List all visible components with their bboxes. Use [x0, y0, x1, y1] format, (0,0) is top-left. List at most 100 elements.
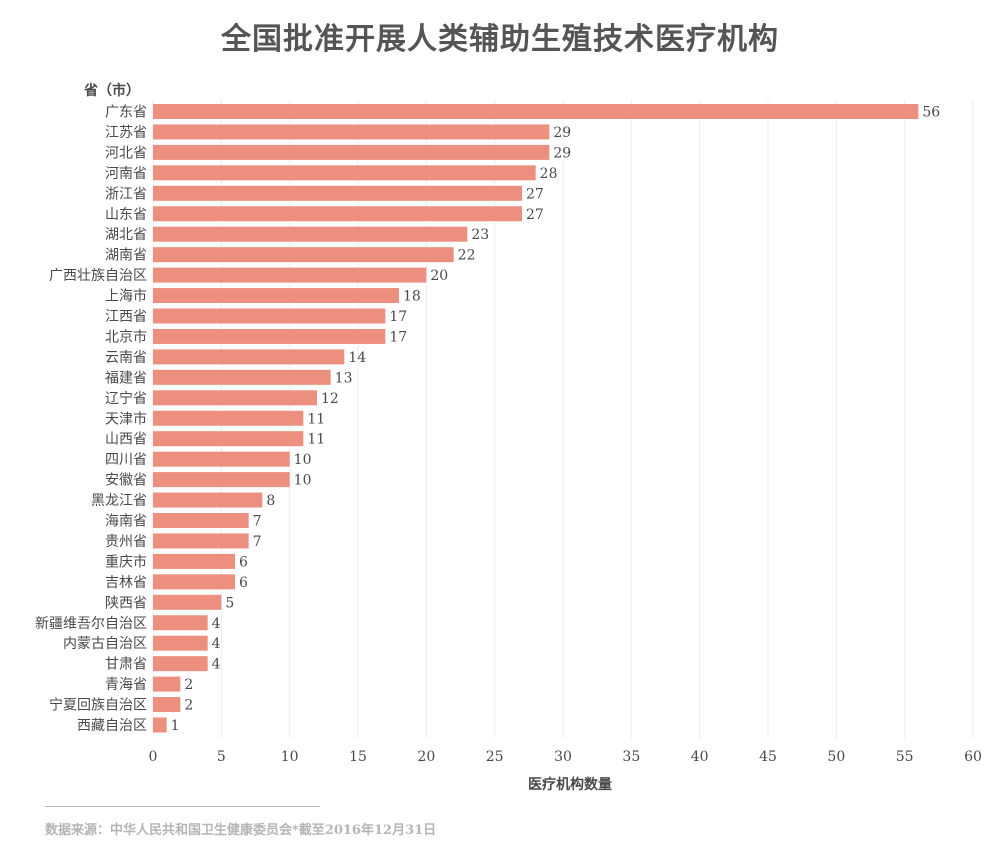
- x-axis-ticks: 0 5 10 15 20 25 30 35 40 45 50 55 60: [149, 749, 982, 765]
- bar: [153, 615, 208, 631]
- bar: [153, 717, 167, 733]
- category-label: 广东省: [105, 105, 147, 121]
- value-label: 6: [239, 575, 248, 591]
- bar: [153, 288, 399, 304]
- bar: [153, 472, 290, 488]
- x-tick-label: 40: [691, 749, 709, 765]
- bar: [153, 635, 208, 651]
- bars: [153, 104, 919, 733]
- category-label: 广西壮族自治区: [49, 268, 147, 284]
- x-tick-label: 5: [217, 749, 226, 765]
- value-label: 2: [184, 677, 193, 693]
- bar: [153, 124, 550, 140]
- bar: [153, 574, 235, 590]
- x-tick-label: 30: [554, 749, 572, 765]
- bar: [153, 104, 919, 119]
- value-label: 29: [553, 145, 571, 161]
- category-label: 重庆市: [105, 553, 147, 570]
- value-label: 11: [307, 411, 325, 427]
- bar: [153, 226, 468, 242]
- bar: [153, 165, 536, 181]
- bar: [153, 451, 290, 467]
- x-tick-label: 35: [622, 749, 640, 765]
- bar: [153, 533, 249, 549]
- category-label: 海南省: [105, 514, 147, 530]
- bar: [153, 369, 331, 385]
- category-label: 湖北省: [105, 227, 147, 243]
- value-label: 23: [471, 227, 489, 243]
- value-label: 12: [321, 391, 339, 407]
- bar: [153, 492, 263, 508]
- category-label: 青海省: [105, 677, 147, 693]
- value-label: 10: [294, 452, 312, 468]
- value-label: 13: [335, 370, 353, 386]
- category-label: 新疆维吾尔自治区: [35, 616, 147, 632]
- x-tick-label: 55: [896, 749, 914, 765]
- category-label: 辽宁省: [105, 390, 147, 407]
- category-label: 内蒙古自治区: [63, 636, 147, 652]
- category-label: 天津市: [105, 410, 147, 427]
- value-label: 14: [348, 350, 366, 366]
- x-tick-label: 10: [281, 749, 299, 765]
- value-label: 4: [212, 636, 221, 652]
- value-label: 6: [239, 554, 248, 570]
- value-label: 8: [266, 493, 275, 509]
- category-label: 上海市: [105, 288, 147, 305]
- category-label: 陕西省: [105, 595, 147, 611]
- category-label: 湖南省: [105, 248, 147, 264]
- x-axis-title: 医疗机构数量: [528, 776, 612, 793]
- category-label: 甘肃省: [105, 657, 147, 673]
- category-label: 黑龙江省: [91, 493, 147, 509]
- value-label: 7: [253, 514, 262, 530]
- category-labels: 广东省江苏省河北省河南省浙江省山东省湖北省湖南省广西壮族自治区上海市江西省北京市…: [35, 105, 147, 735]
- value-label: 28: [540, 166, 558, 182]
- category-label: 河北省: [105, 145, 147, 161]
- bar: [153, 553, 235, 569]
- value-label: 17: [389, 309, 407, 325]
- category-label: 贵州省: [105, 534, 147, 550]
- category-label: 江苏省: [105, 125, 147, 141]
- bar: [153, 697, 181, 713]
- value-label: 4: [212, 616, 221, 632]
- source-divider: [45, 806, 320, 807]
- x-tick-label: 20: [417, 749, 435, 765]
- category-label: 西藏自治区: [77, 718, 147, 734]
- x-tick-label: 60: [964, 749, 982, 765]
- bar: [153, 513, 249, 528]
- value-label: 7: [253, 534, 262, 550]
- value-label: 4: [212, 657, 221, 673]
- bar: [153, 267, 427, 283]
- category-label: 吉林省: [105, 575, 147, 591]
- value-label: 10: [294, 473, 312, 489]
- category-label: 宁夏回族自治区: [49, 697, 147, 714]
- value-label: 56: [922, 105, 940, 121]
- bar: [153, 390, 317, 406]
- category-label: 山西省: [105, 432, 147, 448]
- category-label: 山东省: [105, 207, 147, 223]
- bar: [153, 410, 304, 426]
- bar: [153, 431, 304, 447]
- value-label: 27: [526, 207, 544, 223]
- bar: [153, 247, 454, 263]
- value-label: 11: [307, 432, 325, 448]
- value-label: 2: [184, 698, 193, 714]
- value-label: 18: [403, 289, 421, 305]
- category-label: 福建省: [105, 370, 147, 386]
- bar: [153, 676, 181, 692]
- x-tick-label: 45: [759, 749, 777, 765]
- value-label: 5: [225, 595, 234, 611]
- chart-title: 全国批准开展人类辅助生殖技术医疗机构: [221, 22, 779, 57]
- value-labels: 5629292827272322201817171413121111101087…: [171, 105, 941, 735]
- category-label: 云南省: [105, 350, 147, 366]
- bar: [153, 144, 550, 160]
- x-tick-label: 50: [827, 749, 845, 765]
- bar: [153, 328, 386, 344]
- bar: [153, 185, 522, 201]
- bar: [153, 594, 222, 610]
- value-label: 22: [458, 248, 476, 264]
- x-tick-label: 0: [149, 749, 158, 765]
- bar: [153, 206, 522, 222]
- x-tick-label: 15: [349, 749, 367, 765]
- bar: [153, 349, 345, 365]
